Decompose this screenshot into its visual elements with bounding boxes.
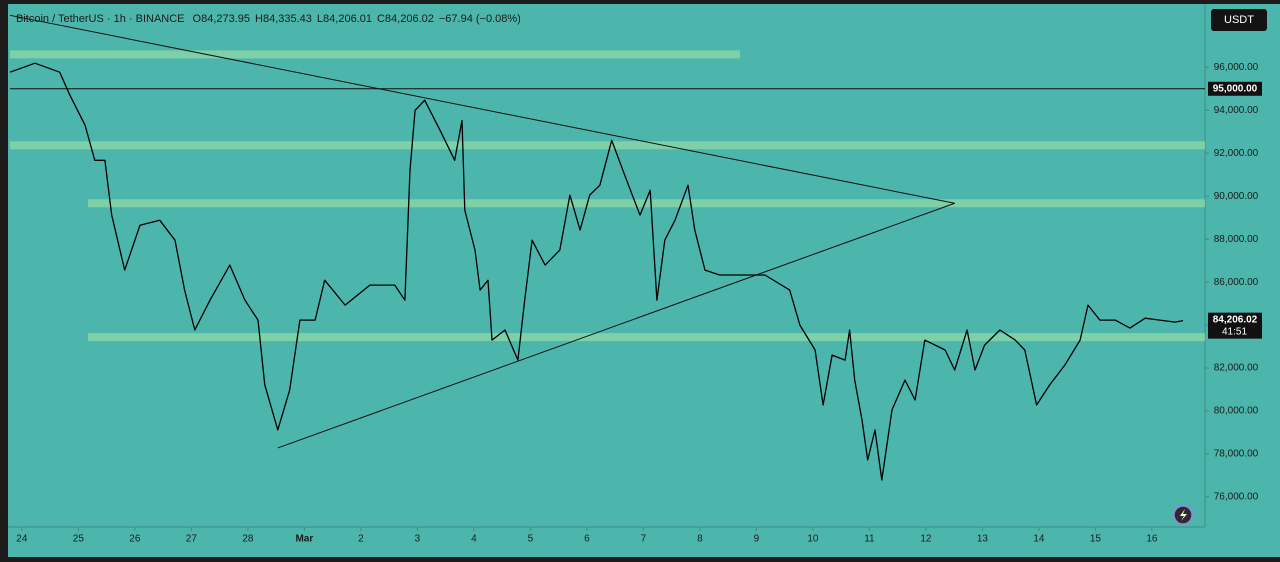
y-tick-label: 92,000.00 [1214, 148, 1259, 159]
x-tick-label: 3 [415, 534, 421, 545]
x-tick-label: 15 [1090, 534, 1102, 545]
ohlc-value: L84,206.01 [317, 13, 372, 25]
x-tick-label: 4 [471, 534, 477, 545]
currency-label[interactable]: USDT [1224, 14, 1254, 26]
last-price-box [1208, 312, 1262, 339]
chart-background [8, 4, 1280, 557]
y-tick-label: 86,000.00 [1214, 277, 1259, 288]
x-tick-label: 14 [1033, 534, 1045, 545]
x-tick-label: 6 [584, 534, 590, 545]
x-tick-label: 24 [16, 534, 28, 545]
last-price-label: 84,206.02 [1213, 314, 1258, 325]
x-tick-label: Mar [295, 534, 313, 545]
header: Bitcoin / TetherUS · 1h · BINANCE O84,273… [16, 13, 521, 25]
y-tick-label: 80,000.00 [1214, 406, 1259, 417]
hline-label: 95,000.00 [1213, 83, 1258, 94]
x-tick-label: 16 [1146, 534, 1158, 545]
x-tick-label: 2 [358, 534, 364, 545]
countdown: 41:51 [1222, 326, 1247, 337]
x-tick-label: 13 [977, 534, 989, 545]
ohlc-value: H84,335.43 [255, 13, 312, 25]
x-tick-label: 12 [920, 534, 932, 545]
y-tick-label: 82,000.00 [1214, 363, 1259, 374]
ohlc-value: −67.94 (−0.08%) [439, 13, 521, 25]
y-tick-label: 96,000.00 [1214, 62, 1259, 73]
x-tick-label: 10 [807, 534, 819, 545]
y-tick-label: 76,000.00 [1214, 492, 1259, 503]
zone [87, 199, 1205, 208]
zone [10, 50, 740, 59]
zone [10, 141, 1205, 150]
x-tick-label: 25 [73, 534, 85, 545]
x-tick-label: 11 [864, 534, 875, 545]
header-title: Bitcoin / TetherUS · 1h · BINANCE [16, 13, 185, 25]
x-tick-label: 5 [528, 534, 534, 545]
currency-button[interactable] [1211, 9, 1267, 31]
hline-label-box [1208, 81, 1262, 96]
trendline [277, 202, 955, 449]
price-line [9, 62, 1184, 481]
ohlc-value: C84,206.02 [377, 13, 434, 25]
trendline [9, 14, 955, 204]
x-tick-label: 8 [697, 534, 703, 545]
x-tick-label: 26 [129, 534, 141, 545]
ohlc-value: O84,273.95 [193, 13, 251, 25]
x-tick-label: 9 [754, 534, 760, 545]
y-tick-label: 94,000.00 [1214, 105, 1259, 116]
y-tick-label: 90,000.00 [1214, 191, 1259, 202]
lightning-glyph [1180, 509, 1187, 521]
x-tick-label: 27 [186, 534, 198, 545]
y-tick-label: 88,000.00 [1214, 234, 1259, 245]
zone [87, 333, 1205, 342]
x-tick-label: 7 [641, 534, 647, 545]
x-tick-label: 28 [242, 534, 254, 545]
y-tick-label: 78,000.00 [1214, 449, 1259, 460]
